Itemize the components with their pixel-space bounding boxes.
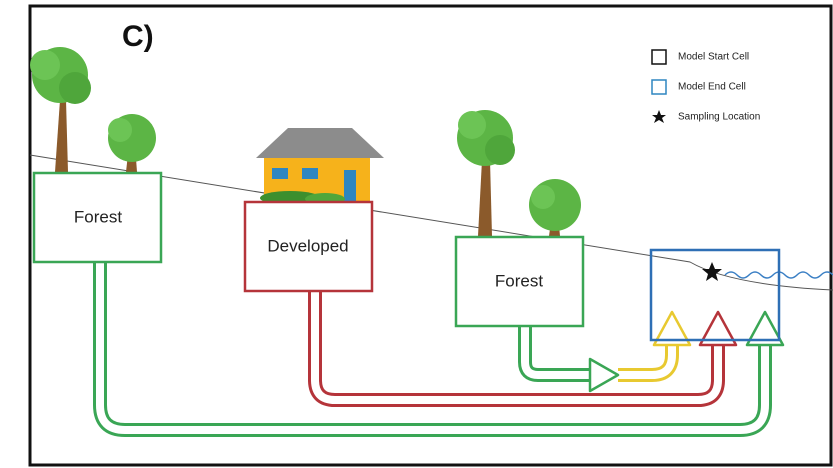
end-cell (649, 248, 781, 342)
panel-label: C) (122, 20, 154, 53)
arrow-core (521, 326, 592, 379)
tree (108, 114, 156, 172)
arrow-core (96, 262, 769, 434)
sampling-star (702, 262, 722, 281)
arrow-head (745, 310, 785, 347)
tree (30, 47, 91, 172)
node-label: Forest (495, 271, 543, 290)
slope-line (29, 154, 833, 291)
tree (529, 179, 581, 236)
legend-label: Sampling Location (678, 112, 760, 123)
arrow-core (311, 291, 722, 404)
legend-swatch (652, 110, 666, 123)
legend-label: Model Start Cell (678, 52, 749, 63)
frame (28, 4, 833, 467)
legend-swatch (651, 79, 667, 95)
node-label: Developed (267, 236, 348, 255)
node-box (32, 171, 163, 264)
arrow-head (652, 310, 692, 347)
arrow-core (618, 343, 676, 379)
flow-arrows (93, 262, 772, 437)
arrow-head (698, 310, 738, 347)
legend-swatch (651, 49, 667, 65)
node-box (454, 235, 585, 328)
node-box (243, 200, 374, 293)
arrow-head (588, 357, 620, 393)
node-label: Forest (74, 207, 122, 226)
tree (457, 110, 515, 236)
legend-label: Model End Cell (678, 82, 746, 93)
